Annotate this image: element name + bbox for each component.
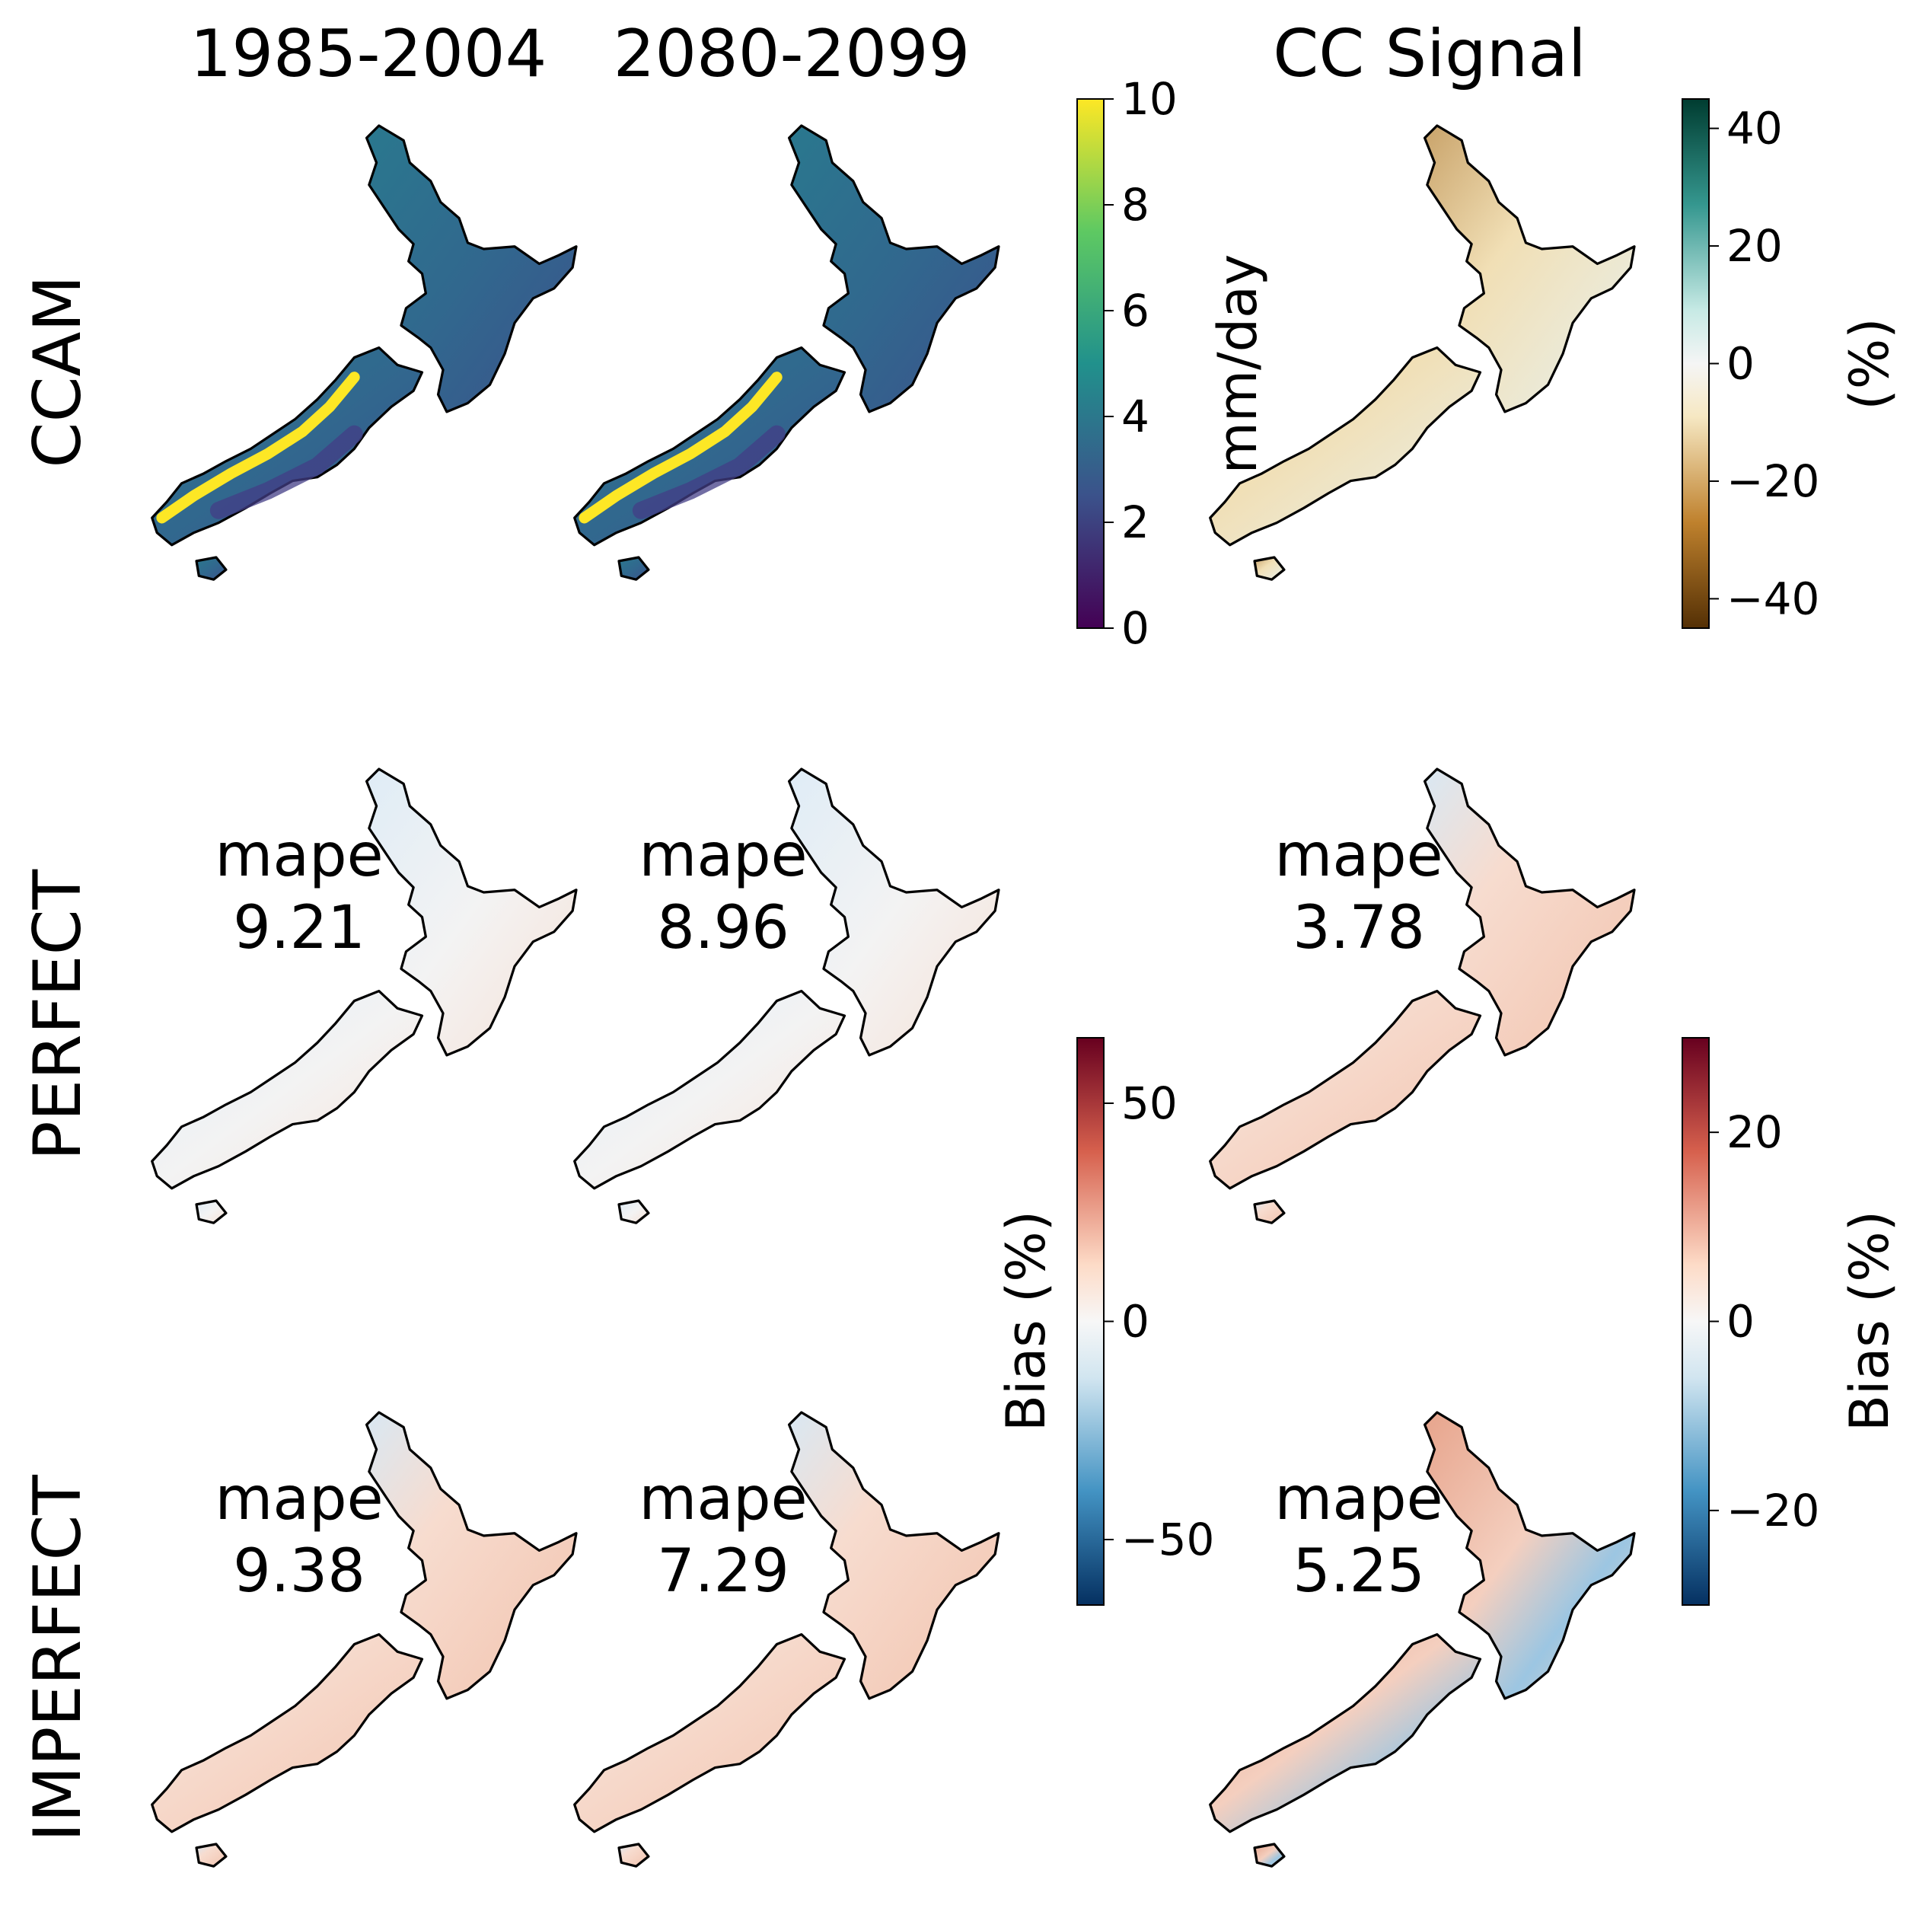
colorbar-bias-left-label: Bias (%)	[995, 1211, 1057, 1431]
imperfect-mape-value-3: 5.25	[1293, 1537, 1425, 1606]
annotations: mape 9.21 mape 8.96 mape 3.78 mape 9.38 …	[215, 822, 1443, 1606]
colorbar-tick-label: −50	[1121, 1514, 1214, 1565]
colorbar-tick-label: 0	[1726, 338, 1755, 390]
colorbar-tick-label: 6	[1121, 285, 1149, 337]
perfect-mape-label-3: mape	[1274, 822, 1443, 890]
colorbar-bias-right-label: Bias (%)	[1838, 1211, 1901, 1431]
nz-map-shape	[1209, 124, 1636, 581]
colorbar-tick-label: 0	[1726, 1296, 1755, 1348]
colorbar-tick-label: 2	[1121, 496, 1149, 548]
imperfect-mape-label-3: mape	[1274, 1465, 1443, 1533]
high-precip-ridge	[156, 372, 360, 524]
colorbar-tick-label: 20	[1726, 220, 1783, 272]
colorbar-tick-label: 50	[1121, 1077, 1178, 1129]
perfect-mape-value-3: 3.78	[1293, 894, 1425, 962]
colorbars: 0 2 4 6 8 10 mm/day −40 −20 0 20 40 (%) −50 0 50 Bi…	[995, 73, 1901, 1606]
low-precip-region	[209, 425, 363, 519]
colorbar-tick-label: −20	[1726, 1485, 1819, 1536]
perfect-mape-label-1: mape	[215, 822, 383, 890]
column-title-3: CC Signal	[1273, 16, 1586, 92]
high-precip-ridge	[579, 372, 783, 524]
colorbar-tick-label: −40	[1726, 573, 1819, 624]
colorbar-tick-label: 0	[1121, 602, 1149, 654]
colorbar-tick-label: 10	[1121, 73, 1178, 125]
imperfect-mape-label-2: mape	[639, 1465, 807, 1533]
row-label-ccam: CCAM	[20, 275, 96, 467]
colorbar-bias-left	[1076, 1037, 1105, 1606]
perfect-mape-value-1: 9.21	[233, 894, 365, 962]
colorbar-tick-label: 0	[1121, 1296, 1149, 1348]
colorbar-bias-left-ticks: −50 0 50	[1104, 1077, 1214, 1565]
map-panel-ccam-3	[1209, 124, 1636, 581]
perfect-mape-label-2: mape	[639, 822, 807, 890]
colorbar-tick-label: 4	[1121, 391, 1149, 442]
map-grid	[151, 124, 1636, 1868]
colorbar-cc-signal	[1682, 98, 1710, 629]
map-panel-ccam-2	[573, 124, 1000, 581]
colorbar-cc-signal-ticks: −40 −20 0 20 40	[1709, 103, 1819, 624]
imperfect-mape-value-2: 7.29	[657, 1537, 789, 1606]
imperfect-mape-label-1: mape	[215, 1465, 383, 1533]
colorbar-bias-right-ticks: −20 0 20	[1709, 1106, 1819, 1536]
colorbar-tick-label: 8	[1121, 179, 1149, 231]
map-panel-ccam-1	[151, 124, 578, 581]
colorbar-precip-label: mm/day	[1207, 254, 1269, 474]
low-precip-region	[632, 425, 786, 519]
colorbar-precip	[1076, 98, 1105, 629]
column-title-2: 2080-2099	[614, 16, 971, 92]
imperfect-mape-value-1: 9.38	[233, 1537, 365, 1606]
colorbar-bias-right	[1682, 1037, 1710, 1606]
colorbar-tick-label: 40	[1726, 103, 1783, 155]
colorbar-precip-ticks: 0 2 4 6 8 10	[1104, 73, 1178, 654]
row-label-perfect: PERFECT	[20, 869, 96, 1160]
colorbar-tick-label: −20	[1726, 455, 1819, 507]
perfect-mape-value-2: 8.96	[657, 894, 789, 962]
colorbar-cc-signal-label: (%)	[1838, 318, 1901, 410]
column-title-1: 1985-2004	[190, 16, 547, 92]
row-label-imperfect: IMPERFECT	[20, 1475, 96, 1842]
colorbar-tick-label: 20	[1726, 1106, 1783, 1158]
